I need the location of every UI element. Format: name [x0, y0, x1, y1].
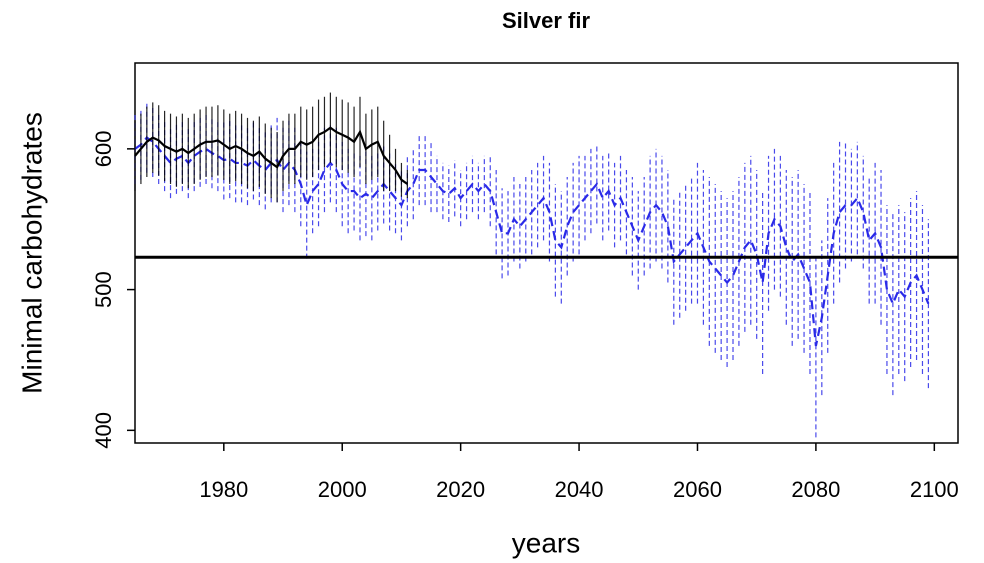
x-axis-label: years: [512, 527, 580, 558]
y-tick-label: 600: [91, 130, 116, 167]
y-tick-label: 400: [91, 412, 116, 449]
x-tick-label: 2000: [318, 477, 367, 502]
series-line: [134, 126, 408, 185]
x-tick-label: 2040: [555, 477, 604, 502]
x-tick-label: 2080: [791, 477, 840, 502]
y-tick-label: 500: [91, 271, 116, 308]
x-tick-label: 1980: [199, 477, 248, 502]
x-tick-label: 2060: [673, 477, 722, 502]
x-tick-label: 2100: [910, 477, 959, 502]
plot-frame: [134, 62, 959, 444]
x-tick-label: 2020: [436, 477, 485, 502]
y-axis-label: Minimal carbohydrates: [16, 112, 47, 394]
chart-title: Silver fir: [502, 8, 590, 33]
